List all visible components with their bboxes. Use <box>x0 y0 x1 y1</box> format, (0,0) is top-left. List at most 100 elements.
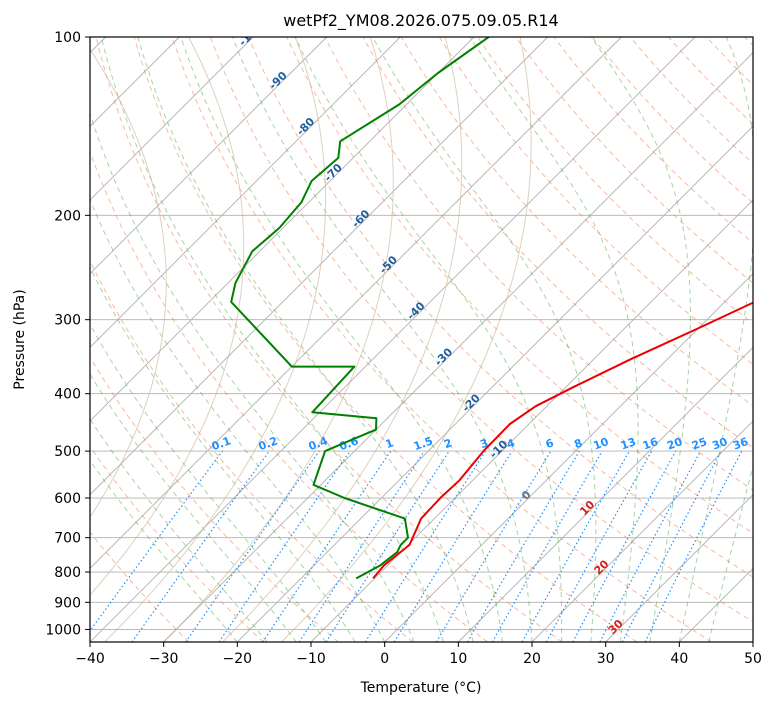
x-tick-label: −30 <box>149 651 179 667</box>
moist-adiabat-line <box>90 266 356 642</box>
isotherm-line <box>90 37 254 201</box>
mixing-ratio-line <box>545 450 653 642</box>
mixing-ratio-label: 16 <box>641 435 660 453</box>
x-tick-label: −20 <box>223 651 253 667</box>
background-arc-line <box>104 37 327 642</box>
x-tick-label: 30 <box>597 651 615 667</box>
mixing-ratio-line <box>466 450 580 642</box>
mixing-ratio-label: 1.5 <box>412 434 435 453</box>
background-lines <box>90 37 753 642</box>
dewpoint-profile-line <box>230 37 490 580</box>
moist-adiabat-line <box>100 37 445 642</box>
moist-adiabat-line <box>90 198 386 642</box>
dry-adiabat-line <box>90 531 190 642</box>
chart-title: wetPf2_YM08.2026.075.09.05.R14 <box>283 11 558 31</box>
moist-adiabat-line <box>678 37 753 642</box>
isotherm-label: -100 <box>236 20 265 49</box>
background-arc-line <box>163 37 394 642</box>
dry-adiabat-line <box>400 37 753 407</box>
moist-adiabat-line <box>231 37 533 642</box>
background-arc-line <box>90 48 167 519</box>
y-tick-label: 700 <box>54 531 81 547</box>
y-tick-label: 500 <box>54 444 81 460</box>
mixing-ratio-line <box>572 450 677 642</box>
mixing-ratio-line <box>393 450 513 642</box>
mixing-ratio-label: 10 <box>592 435 611 453</box>
dry-adiabat-line <box>90 356 339 642</box>
plot-frame <box>89 36 754 643</box>
x-tick-label: 50 <box>744 651 762 667</box>
mixing-ratio-label: 2 <box>442 436 454 451</box>
isotherm-line <box>605 494 753 642</box>
x-tick-label: −40 <box>75 651 105 667</box>
mixing-ratio-line <box>435 450 552 642</box>
moist-adiabat-line <box>90 111 415 642</box>
isotherm-line <box>458 346 753 642</box>
mixing-ratio-label: 20 <box>665 435 684 453</box>
y-tick-label: 600 <box>54 491 81 507</box>
temperature-profile-line <box>372 301 753 580</box>
x-tick-label: 10 <box>449 651 467 667</box>
dry-adiabat-line <box>286 37 753 534</box>
plot-background <box>90 37 753 642</box>
y-tick-label: 800 <box>54 565 81 581</box>
x-axis-title: Temperature (°C) <box>360 680 482 696</box>
mixing-ratio-line <box>218 450 351 642</box>
moist-adiabat-line <box>180 37 503 642</box>
moist-adiabat-line <box>90 373 297 642</box>
y-tick-label: 1000 <box>45 622 81 638</box>
profiles <box>230 37 753 580</box>
isotherm-line <box>90 37 622 569</box>
y-tick-label: 900 <box>54 595 81 611</box>
x-tick-label: 0 <box>380 651 389 667</box>
y-tick-label: 100 <box>54 30 81 46</box>
moist-adiabat-line <box>90 459 238 642</box>
dry-adiabat-line <box>438 37 753 365</box>
isotherm-line <box>90 37 696 642</box>
isotherm-line <box>90 37 475 422</box>
y-axis-title: Pressure (hPa) <box>12 289 28 389</box>
mixing-ratio-line <box>325 450 450 642</box>
isotherm-line <box>384 273 753 642</box>
mixing-ratio-line <box>131 450 270 642</box>
moist-adiabat-line <box>137 37 474 642</box>
dry-adiabat-line <box>95 37 563 642</box>
y-tick-label: 200 <box>54 208 81 224</box>
mixing-ratio-line <box>521 450 631 642</box>
isotherm-line <box>531 420 753 642</box>
dry-adiabat-line <box>324 37 753 491</box>
isotherm-line <box>90 37 327 275</box>
mixing-ratio-line <box>185 450 320 642</box>
moist-adiabat-line <box>469 37 639 642</box>
mixing-ratio-label: 36 <box>731 435 750 453</box>
background-arc-line <box>281 37 532 642</box>
mixing-ratio-label: 6 <box>544 436 556 451</box>
dry-adiabat-line <box>210 37 753 623</box>
mixing-ratio-label: 8 <box>572 436 584 451</box>
dry-adiabat-line <box>133 37 638 642</box>
mixing-ratio-label: 0.4 <box>307 434 330 453</box>
moist-adiabat-line <box>708 464 753 642</box>
background-arc-line <box>222 37 463 642</box>
mixing-ratio-label: 0.1 <box>210 434 233 453</box>
x-tick-label: −10 <box>296 651 326 667</box>
isotherm-line <box>752 641 753 642</box>
y-tick-label: 400 <box>54 387 81 403</box>
x-tick-label: 40 <box>670 651 688 667</box>
dry-adiabat-line <box>362 37 753 449</box>
mixing-ratio-label: 3 <box>478 436 490 451</box>
isotherm-label: 40 <box>620 676 640 696</box>
dry-adiabat-line <box>90 259 414 642</box>
isotherm-line <box>163 52 753 642</box>
mixing-ratio-label: 4 <box>505 436 517 451</box>
isotherm-line <box>90 37 401 348</box>
moist-adiabat-line <box>372 37 597 642</box>
background-arc-line <box>90 37 245 596</box>
dry-adiabat-line <box>248 37 753 578</box>
mixing-ratio-label: 0.2 <box>257 434 280 453</box>
background-labels: 0.1 0.2 0.4 0.6 1 1.5 2 3 4 6 8 10 13 16 20 25 30 36-100-… <box>210 20 750 696</box>
mixing-ratio-label: 1 <box>384 436 396 451</box>
mixing-ratio-label: 13 <box>619 435 638 452</box>
isotherm-line <box>237 125 753 642</box>
